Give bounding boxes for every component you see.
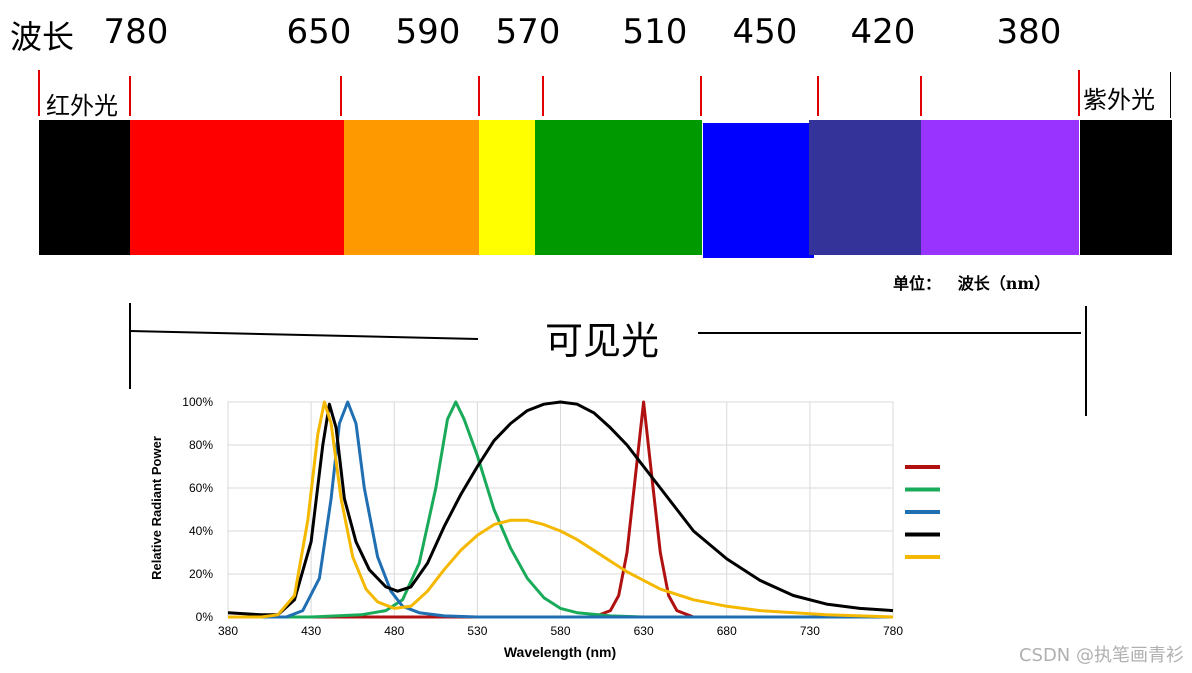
wavelength-label-650: 650 [286,12,352,52]
boundary-marker [38,70,40,116]
chart-grid [227,401,894,618]
wavelength-label-450: 450 [732,12,798,52]
wavelength-label-780: 780 [103,12,169,52]
band-red [130,120,344,255]
x-tick-label: 580 [550,624,570,638]
series-line-white-4000-k [227,400,894,617]
y-axis-label: Relative Radiant Power [149,436,164,580]
wavelength-title: 波长 [10,18,75,56]
ultraviolet-label: 紫外光 [1083,86,1155,114]
wavelength-label-510: 510 [622,12,688,52]
chart-legend: RedGreenBlueWhite 4000 KWhite 6000 K [905,465,940,559]
x-tick-label: 530 [467,624,487,638]
y-tick-label: 40% [189,524,213,538]
y-tick-label: 80% [189,438,213,452]
x-tick-label: 730 [800,624,820,638]
x-tick-label: 380 [218,624,238,638]
series-line-green [228,400,893,619]
wavelength-label-590: 590 [395,12,461,52]
visible-light-label: 可见光 [545,319,660,363]
x-axis-label: Wavelength (nm) [504,644,616,660]
visible-bracket-right [1085,306,1087,416]
boundary-marker [817,76,819,116]
wavelength-label-420: 420 [850,12,916,52]
boundary-marker [1170,72,1171,118]
band-ultraviolet [1080,120,1172,255]
x-tick-label: 480 [384,624,404,638]
band-blue [703,123,814,258]
wavelength-label-570: 570 [495,12,561,52]
y-tick-label: 100% [182,395,213,409]
band-violet [921,120,1079,255]
x-axis-ticks: 380 430 480 530 580 630 680 730 780 [218,624,903,638]
y-tick-label: 20% [189,567,213,581]
y-axis-ticks: 0% 20% 40% 60% 80% 100% [182,395,213,624]
x-tick-label: 680 [717,624,737,638]
x-tick-label: 780 [883,624,903,638]
boundary-marker [478,76,480,116]
chart-series-lines [227,400,894,619]
x-tick-label: 630 [634,624,654,638]
series-line-blue [228,400,893,619]
spectral-power-chart: 380 430 480 530 580 630 680 730 780 0% 20% 40% 60% 8… [149,395,940,660]
x-tick-label: 430 [301,624,321,638]
visible-bracket-left [129,303,131,389]
wavelength-label-380: 380 [996,12,1062,52]
series-line-white-6000-k [228,400,894,619]
band-orange [344,120,479,255]
boundary-marker [1078,70,1080,116]
boundary-marker [920,76,922,116]
y-tick-label: 0% [196,610,214,624]
y-tick-label: 60% [189,481,213,495]
band-infrared [39,120,130,255]
unit-label: 单位： 波长（nm） [893,274,1051,293]
boundary-marker [340,76,342,116]
band-green [535,120,702,255]
watermark: CSDN @执笔画青衫 [1018,645,1184,666]
infrared-label: 红外光 [46,92,118,120]
series-line-red [228,400,893,619]
boundary-marker [129,76,131,116]
band-indigo [809,120,921,255]
boundary-marker [542,76,544,116]
boundary-marker [700,76,702,116]
band-yellow [479,120,535,255]
